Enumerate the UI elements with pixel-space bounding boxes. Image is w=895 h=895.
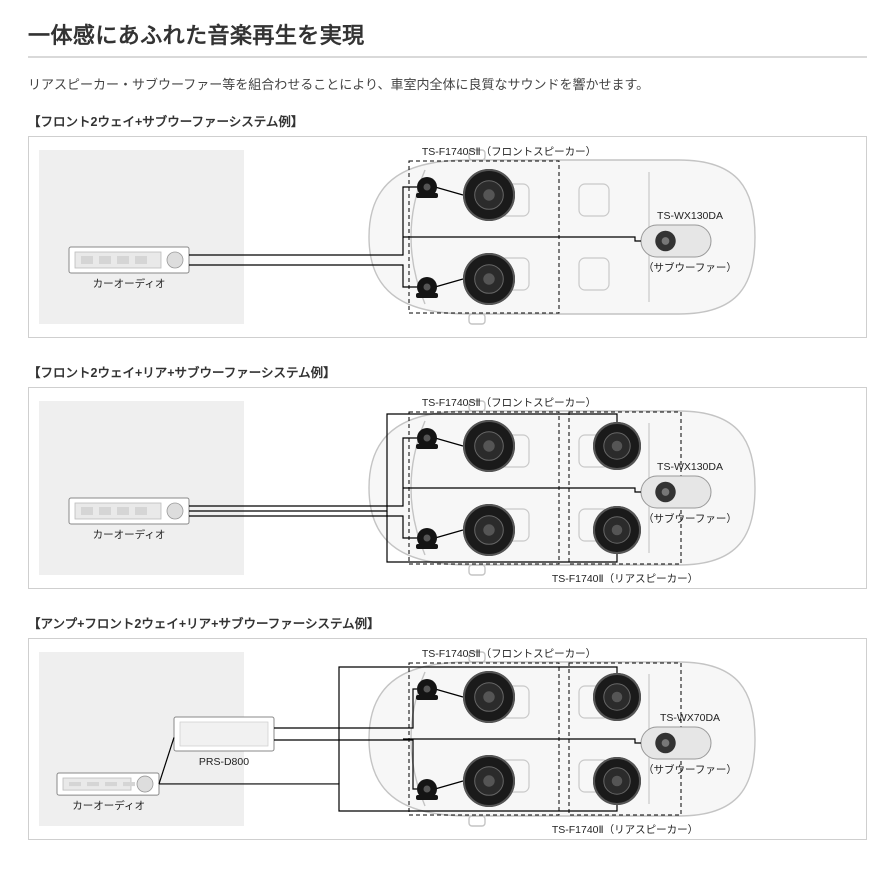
lead-text: リアスピーカー・サブウーファー等を組合わせることにより、車室内全体に良質なサウン…: [28, 74, 867, 93]
svg-text:カーオーディオ: カーオーディオ: [72, 799, 145, 812]
svg-text:TS-WX130DA: TS-WX130DA: [657, 461, 723, 473]
diagram-title: 【フロント2ウェイ+サブウーファーシステム例】: [28, 111, 867, 130]
svg-text:（サブウーファー）: （サブウーファー）: [643, 261, 737, 274]
diagram-list: 【フロント2ウェイ+サブウーファーシステム例】カーオーディオ TS-F1740SⅡ…: [28, 111, 867, 840]
svg-text:TS-F1740SⅡ（フロントスピーカー）: TS-F1740SⅡ（フロントスピーカー）: [422, 648, 596, 660]
svg-text:（サブウーファー）: （サブウーファー）: [643, 763, 737, 776]
svg-text:TS-F1740Ⅱ（リアスピーカー）: TS-F1740Ⅱ（リアスピーカー）: [552, 573, 698, 585]
svg-text:TS-F1740SⅡ（フロントスピーカー）: TS-F1740SⅡ（フロントスピーカー）: [422, 146, 596, 158]
svg-text:カーオーディオ: カーオーディオ: [93, 277, 166, 290]
svg-text:（サブウーファー）: （サブウーファー）: [643, 512, 737, 525]
system-diagram: カーオーディオ TS-F1740SⅡ（フロントスピーカー） TS-WX130DA （サ…: [29, 137, 789, 337]
svg-text:TS-F1740Ⅱ（リアスピーカー）: TS-F1740Ⅱ（リアスピーカー）: [552, 824, 698, 836]
system-diagram: カーオーディオ PRS-D800 TS-F1740SⅡ（フロントスピーカー） TS-F…: [29, 639, 789, 839]
system-diagram: カーオーディオ TS-F1740SⅡ（フロントスピーカー） TS-F1740Ⅱ（リア…: [29, 388, 789, 588]
svg-text:TS-F1740SⅡ（フロントスピーカー）: TS-F1740SⅡ（フロントスピーカー）: [422, 397, 596, 409]
diagram-title: 【フロント2ウェイ+リア+サブウーファーシステム例】: [28, 362, 867, 381]
svg-text:TS-WX70DA: TS-WX70DA: [660, 712, 720, 724]
diagram-title: 【アンプ+フロント2ウェイ+リア+サブウーファーシステム例】: [28, 613, 867, 632]
svg-text:PRS-D800: PRS-D800: [199, 756, 249, 768]
heading-rule: [28, 56, 867, 58]
svg-text:カーオーディオ: カーオーディオ: [93, 528, 166, 541]
page-heading: 一体感にあふれた音楽再生を実現: [28, 18, 867, 50]
diagram-frame: カーオーディオ TS-F1740SⅡ（フロントスピーカー） TS-F1740Ⅱ（リア…: [28, 387, 867, 589]
svg-text:TS-WX130DA: TS-WX130DA: [657, 210, 723, 222]
page: 一体感にあふれた音楽再生を実現 リアスピーカー・サブウーファー等を組合わせること…: [0, 0, 895, 894]
diagram-frame: カーオーディオ TS-F1740SⅡ（フロントスピーカー） TS-WX130DA （サ…: [28, 136, 867, 338]
diagram-frame: カーオーディオ PRS-D800 TS-F1740SⅡ（フロントスピーカー） TS-F…: [28, 638, 867, 840]
